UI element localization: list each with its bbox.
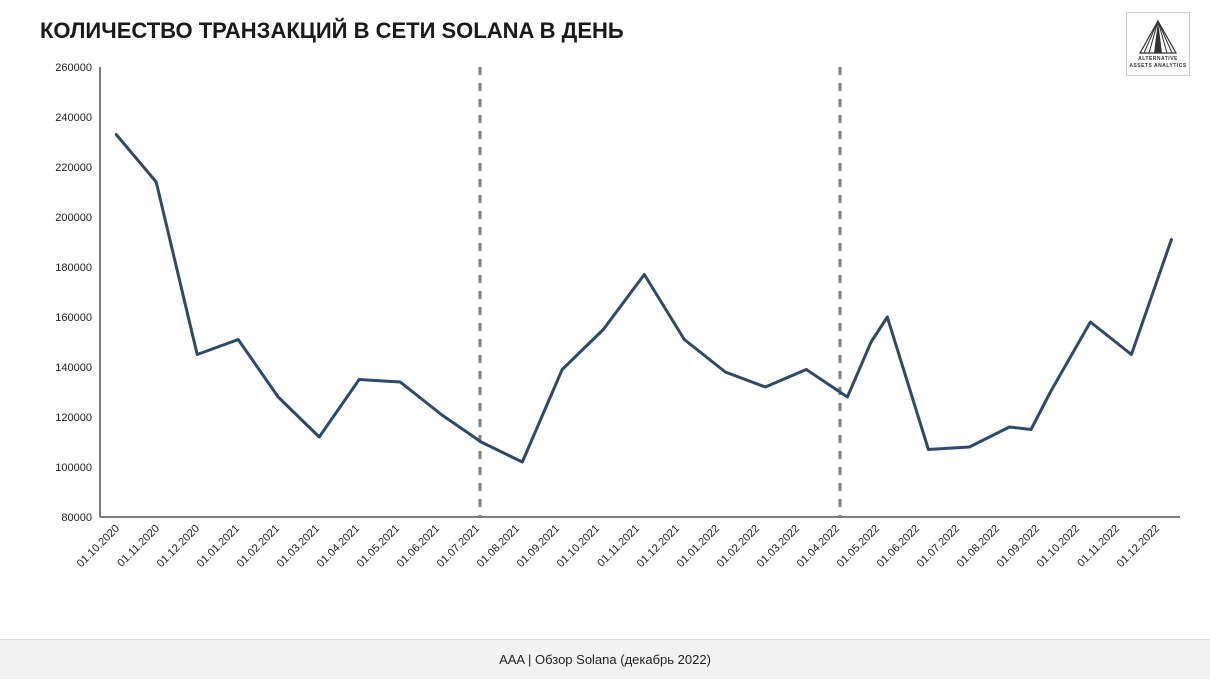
y-tick-label: 200000: [55, 212, 92, 224]
chart-container: КОЛИЧЕСТВО ТРАНЗАКЦИЙ В СЕТИ SOLANA В ДЕ…: [0, 0, 1210, 679]
y-tick-label: 100000: [55, 462, 92, 474]
y-tick-label: 260000: [55, 62, 92, 74]
y-tick-label: 80000: [61, 512, 92, 524]
y-tick-label: 160000: [55, 312, 92, 324]
x-tick-label: 01.10.2022: [1035, 523, 1082, 570]
y-tick-label: 120000: [55, 412, 92, 424]
line-chart-svg: 80000 100000 120000 140000 160000 180000 20000…: [40, 62, 1190, 609]
triangle-logo-icon: [1136, 19, 1180, 55]
x-tick-label: 01.10.2020: [75, 523, 122, 570]
x-tick-label: 01.10.2021: [555, 523, 602, 570]
chart-plot-area: 80000 100000 120000 140000 160000 180000 20000…: [40, 62, 1190, 609]
y-tick-label: 240000: [55, 112, 92, 124]
y-tick-label: 220000: [55, 162, 92, 174]
footer-caption: AAA | Обзор Solana (декабрь 2022): [499, 652, 711, 667]
data-line: [116, 135, 1171, 463]
x-tick-label: 01.12.2022: [1115, 523, 1162, 570]
y-tick-label: 140000: [55, 362, 92, 374]
y-tick-label: 180000: [55, 262, 92, 274]
footer-caption-band: AAA | Обзор Solana (декабрь 2022): [0, 639, 1210, 679]
chart-title: КОЛИЧЕСТВО ТРАНЗАКЦИЙ В СЕТИ SOLANA В ДЕ…: [40, 18, 624, 44]
